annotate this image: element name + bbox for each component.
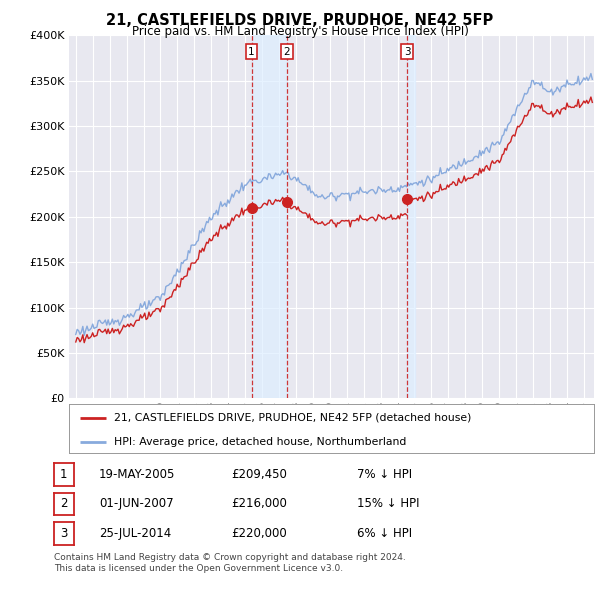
Text: This data is licensed under the Open Government Licence v3.0.: This data is licensed under the Open Gov… — [54, 565, 343, 573]
Text: 19-MAY-2005: 19-MAY-2005 — [99, 468, 175, 481]
Text: 7% ↓ HPI: 7% ↓ HPI — [357, 468, 412, 481]
Text: 21, CASTLEFIELDS DRIVE, PRUDHOE, NE42 5FP (detached house): 21, CASTLEFIELDS DRIVE, PRUDHOE, NE42 5F… — [113, 412, 471, 422]
Text: £220,000: £220,000 — [231, 527, 287, 540]
Text: 6% ↓ HPI: 6% ↓ HPI — [357, 527, 412, 540]
Text: HPI: Average price, detached house, Northumberland: HPI: Average price, detached house, Nort… — [113, 437, 406, 447]
Text: 25-JUL-2014: 25-JUL-2014 — [99, 527, 171, 540]
Text: 3: 3 — [404, 47, 410, 57]
Bar — [251, 35, 287, 398]
Text: £216,000: £216,000 — [231, 497, 287, 510]
Text: 1: 1 — [60, 468, 68, 481]
Text: 21, CASTLEFIELDS DRIVE, PRUDHOE, NE42 5FP: 21, CASTLEFIELDS DRIVE, PRUDHOE, NE42 5F… — [106, 13, 494, 28]
Text: 2: 2 — [60, 497, 68, 510]
Text: 15% ↓ HPI: 15% ↓ HPI — [357, 497, 419, 510]
Text: 2: 2 — [283, 47, 290, 57]
Text: Price paid vs. HM Land Registry's House Price Index (HPI): Price paid vs. HM Land Registry's House … — [131, 25, 469, 38]
Text: 1: 1 — [248, 47, 255, 57]
Text: Contains HM Land Registry data © Crown copyright and database right 2024.: Contains HM Land Registry data © Crown c… — [54, 553, 406, 562]
Text: 01-JUN-2007: 01-JUN-2007 — [99, 497, 173, 510]
Text: £209,450: £209,450 — [231, 468, 287, 481]
Text: 3: 3 — [60, 527, 68, 540]
Bar — [407, 35, 415, 398]
